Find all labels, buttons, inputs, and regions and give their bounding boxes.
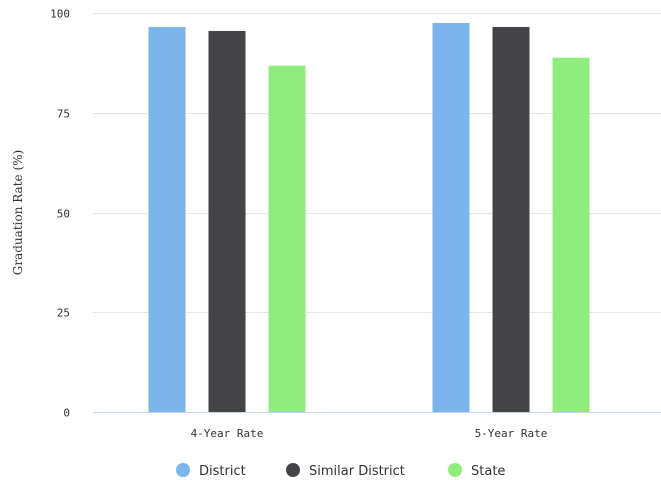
legend-item[interactable]: District xyxy=(176,463,246,479)
y-tick-label: 50 xyxy=(57,208,70,221)
legend[interactable]: District Similar District State xyxy=(176,463,505,479)
legend-item[interactable]: Similar District xyxy=(286,463,405,479)
y-tick-label: 0 xyxy=(63,407,70,420)
legend-marker xyxy=(448,463,462,477)
bar-series xyxy=(148,22,590,413)
x-axis-ticks: 4-Year Rate 5-Year Rate xyxy=(191,427,548,440)
legend-marker xyxy=(286,463,300,477)
bar[interactable] xyxy=(552,57,590,413)
bar[interactable] xyxy=(268,65,306,412)
legend-item[interactable]: State xyxy=(448,463,505,479)
y-axis-ticks: 0 25 50 75 100 xyxy=(50,8,70,420)
y-tick-label: 75 xyxy=(57,108,70,121)
bar[interactable] xyxy=(492,26,530,413)
bar[interactable] xyxy=(148,26,186,413)
y-axis-title: Graduation Rate (%) xyxy=(11,150,25,275)
bar[interactable] xyxy=(208,30,246,413)
x-tick-label: 5-Year Rate xyxy=(475,427,548,440)
y-tick-label: 25 xyxy=(57,307,70,320)
x-tick-label: 4-Year Rate xyxy=(191,427,264,440)
bar[interactable] xyxy=(432,22,470,412)
y-tick-label: 100 xyxy=(50,8,70,21)
legend-marker xyxy=(176,463,190,477)
legend-label: State xyxy=(471,464,505,479)
legend-label: Similar District xyxy=(309,464,405,479)
legend-label: District xyxy=(199,464,246,479)
